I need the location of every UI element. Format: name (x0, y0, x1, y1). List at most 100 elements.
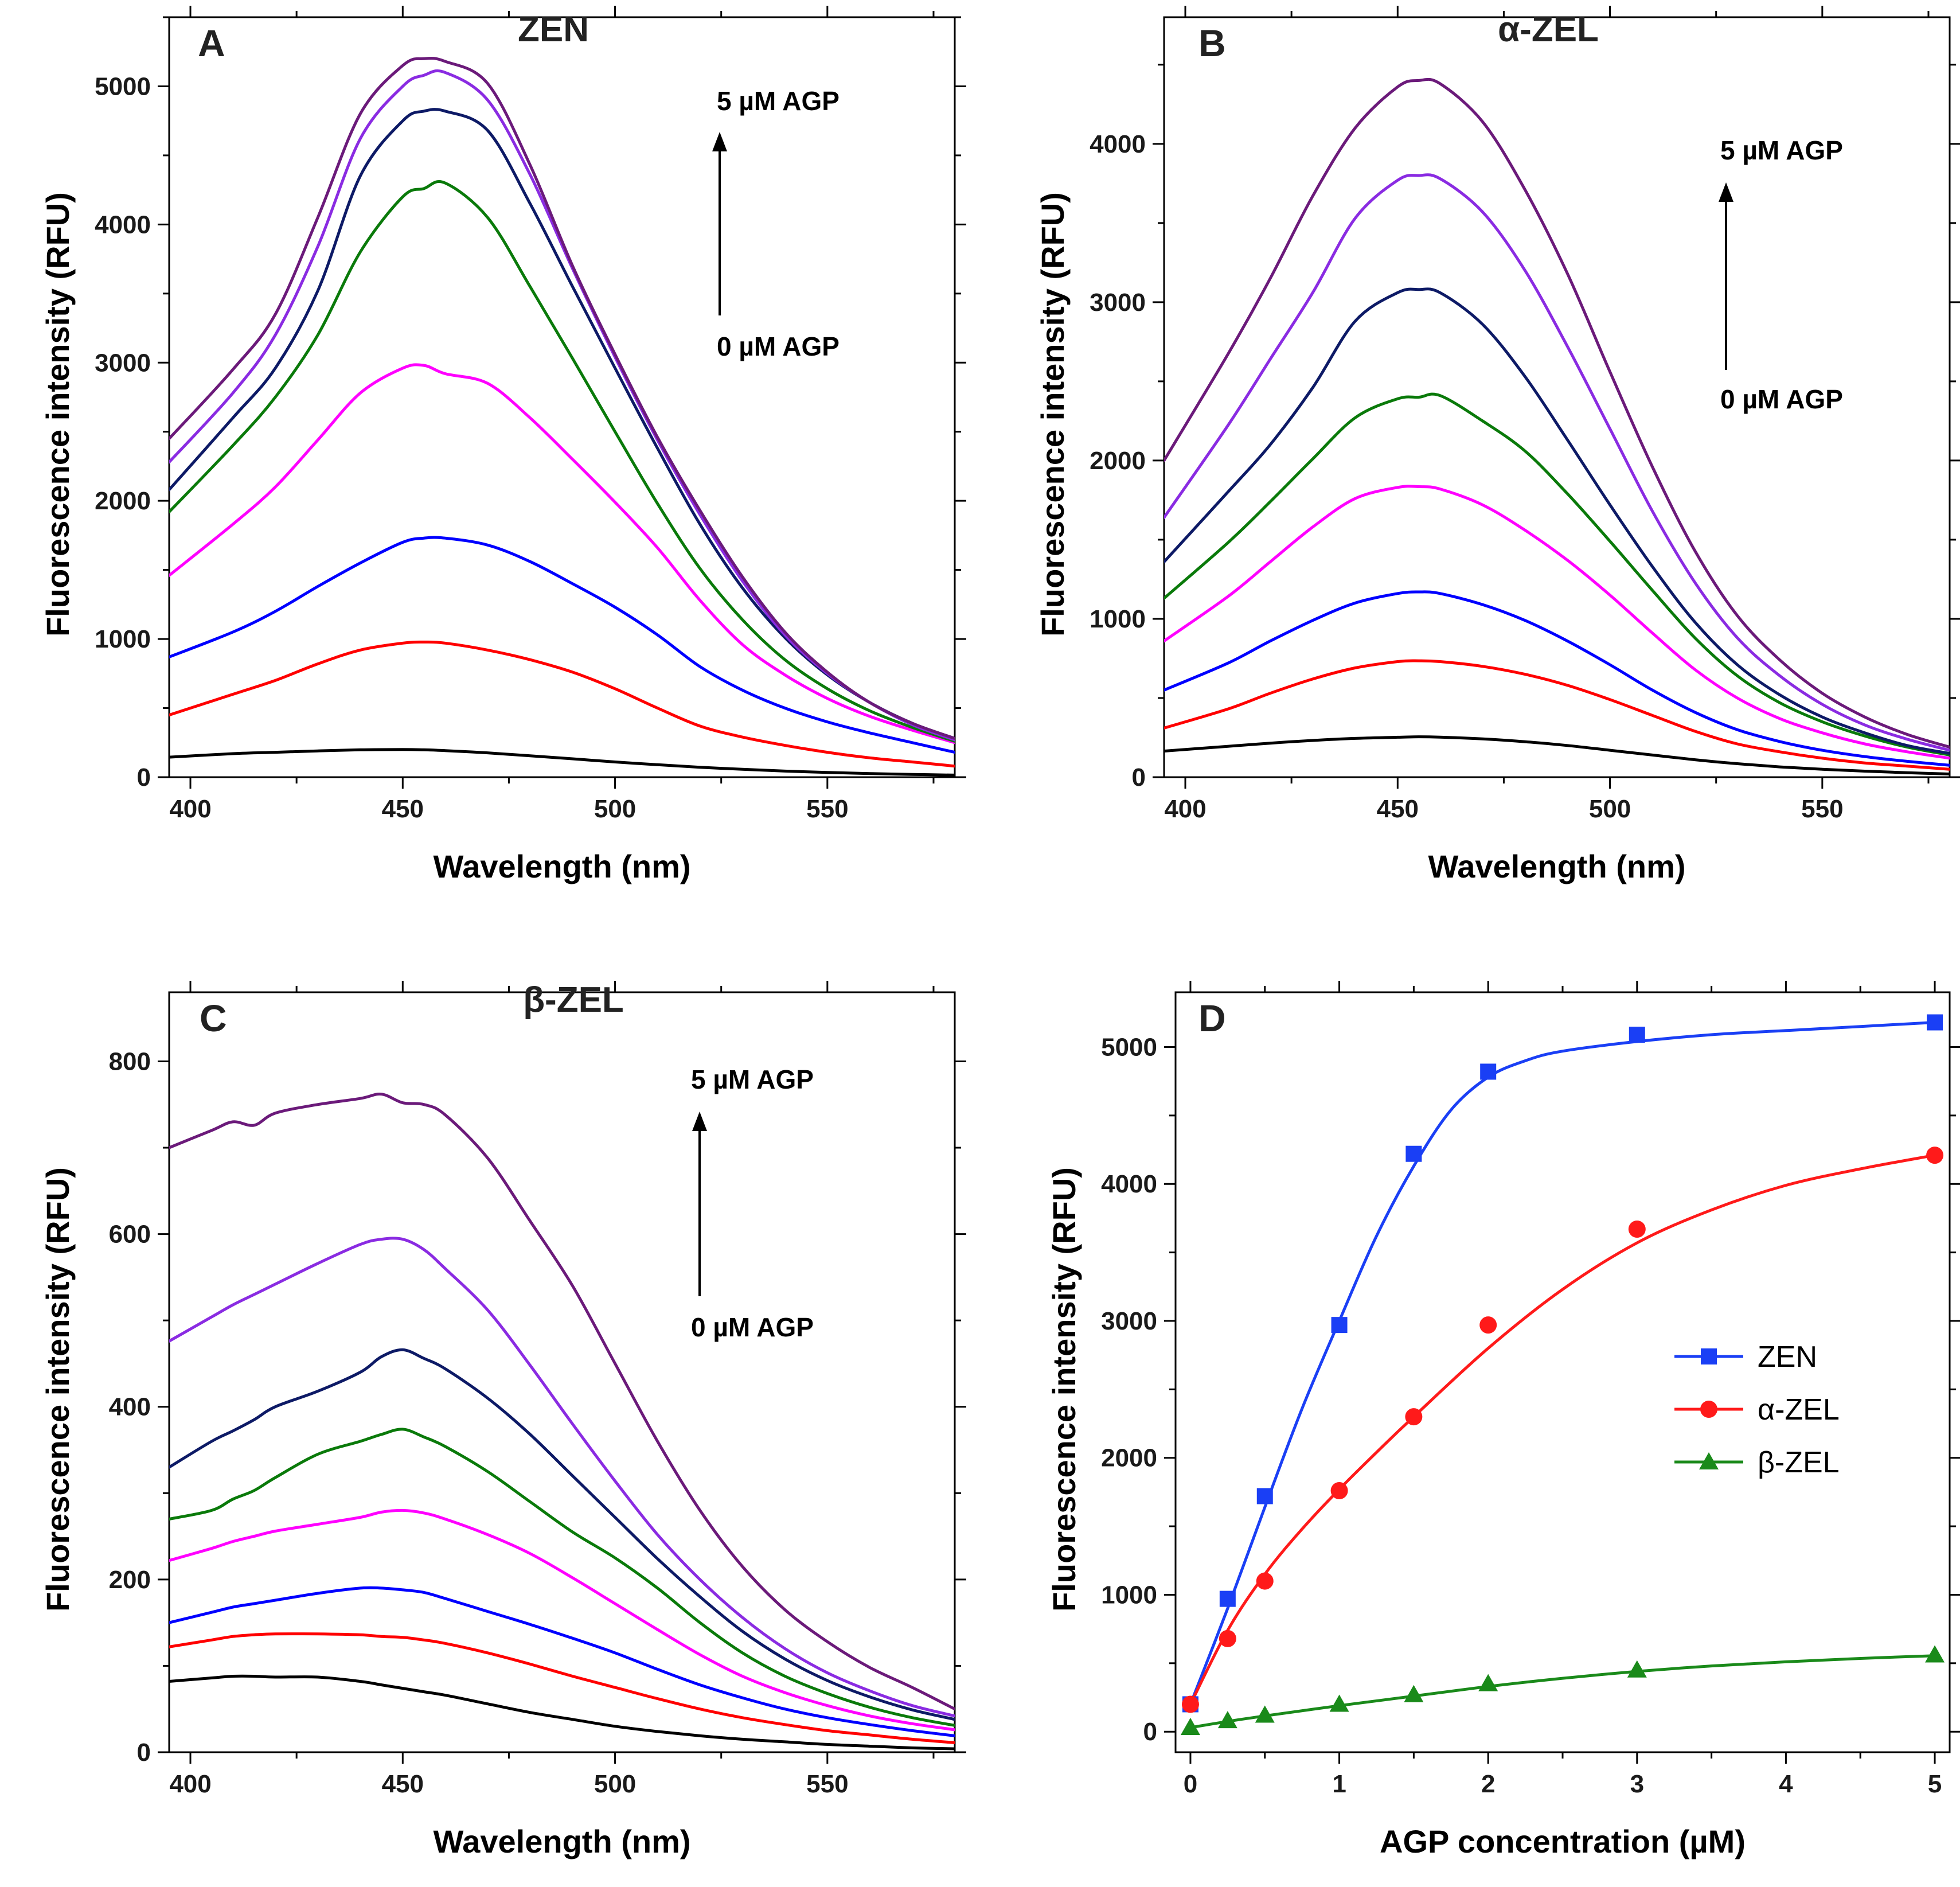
fit-line (1189, 1153, 1936, 1706)
data-point (1219, 1590, 1236, 1607)
arrow-top-label: 5 µM AGP (691, 1065, 814, 1094)
y-tick-label: 5000 (1101, 1033, 1157, 1061)
arrow-head (692, 1112, 707, 1131)
panel-letter: B (1198, 22, 1226, 64)
legend-label: α-ZEL (1758, 1393, 1840, 1426)
y-tick-label: 0 (1132, 763, 1146, 792)
series-line (169, 363, 955, 744)
legend-label: β-ZEL (1758, 1446, 1840, 1479)
series-line (1164, 392, 1950, 757)
y-tick-label: 3000 (1090, 288, 1146, 317)
legend-marker (1701, 1348, 1717, 1364)
panel-letter: C (200, 997, 227, 1039)
data-point (1927, 1014, 1943, 1031)
x-tick-label: 550 (806, 1770, 848, 1798)
panel-title: α-ZEL (1498, 10, 1599, 49)
panel-a: 400 450 500 550 0 1000 2000 3000 4000 5000 Wavelen… (40, 6, 966, 884)
x-tick-label: 550 (806, 795, 848, 823)
data-point (1479, 1316, 1497, 1334)
plot-frame (168, 991, 956, 1753)
data-point (1628, 1221, 1646, 1238)
y-tick-label: 4000 (1090, 130, 1146, 158)
panel-b: 400 450 500 550 0 1000 2000 3000 4000 Wavelength … (1034, 6, 1960, 884)
series-line (169, 56, 955, 740)
arrow-bottom-label: 0 µM AGP (1720, 384, 1843, 414)
series-line (1164, 485, 1950, 760)
data-point (1405, 1408, 1423, 1426)
data-point (1219, 1629, 1236, 1647)
data-point (1329, 1694, 1349, 1712)
y-tick-label: 1000 (1101, 1581, 1157, 1609)
x-tick-label: 1 (1332, 1770, 1346, 1798)
y-tick-label: 0 (137, 763, 151, 792)
x-axis-title: AGP concentration (µM) (1380, 1823, 1746, 1859)
data-point (1256, 1488, 1273, 1504)
x-tick-label: 500 (594, 1770, 636, 1798)
data-point (1404, 1685, 1424, 1702)
plot-area (169, 56, 955, 777)
data-point (1330, 1482, 1348, 1500)
plot-frame (168, 16, 956, 778)
x-tick-label: 400 (169, 1770, 211, 1798)
data-point (1256, 1572, 1274, 1590)
data-point (1331, 1317, 1348, 1334)
series-line (169, 1093, 955, 1711)
x-tick-label: 400 (1164, 795, 1206, 823)
series-line (169, 1508, 955, 1732)
series-line (169, 180, 955, 743)
panel-title: ZEN (518, 10, 589, 49)
x-tick-label: 4 (1779, 1770, 1793, 1798)
x-tick-label: 400 (169, 795, 211, 823)
data-point (1255, 1705, 1275, 1723)
x-axis-title: Wavelength (nm) (433, 848, 690, 884)
arrow-top-label: 5 µM AGP (1720, 135, 1843, 165)
data-point (1181, 1695, 1199, 1713)
y-tick-label: 4000 (95, 210, 151, 239)
y-tick-label: 3000 (95, 349, 151, 377)
data-point (1180, 1718, 1200, 1736)
data-point (1478, 1674, 1498, 1691)
panel-letter: D (1198, 997, 1226, 1039)
y-axis-title: Fluorescence intensity (RFU) (1034, 192, 1071, 637)
plot-frame (1163, 16, 1951, 778)
series-line (1164, 659, 1950, 771)
plot-area (1164, 77, 1950, 775)
fit-line (1189, 1654, 1936, 1729)
series-line (169, 108, 955, 740)
data-point (1926, 1147, 1944, 1164)
plot-area (169, 1093, 955, 1750)
y-tick-label: 2000 (95, 487, 151, 515)
series-line (1164, 287, 1950, 755)
x-tick-label: 0 (1184, 1770, 1197, 1798)
data-point (1627, 1660, 1647, 1678)
series-line (169, 1348, 955, 1721)
x-tick-label: 500 (594, 795, 636, 823)
x-tick-label: 2 (1481, 1770, 1495, 1798)
panel-title: β-ZEL (523, 980, 624, 1020)
x-tick-label: 450 (1377, 795, 1419, 823)
legend-marker (1699, 1452, 1719, 1469)
x-tick-label: 450 (382, 1770, 424, 1798)
x-axis-title: Wavelength (nm) (433, 1823, 690, 1859)
series-line (1164, 590, 1950, 767)
arrow-head (1719, 182, 1733, 202)
series-line (1164, 173, 1950, 752)
y-tick-label: 800 (109, 1047, 151, 1075)
series-line (169, 536, 955, 754)
x-tick-label: 5 (1928, 1770, 1942, 1798)
series-line (1164, 77, 1950, 749)
y-axis-title: Fluorescence intensity (RFU) (1046, 1167, 1082, 1612)
x-tick-label: 3 (1630, 1770, 1644, 1798)
series-line (169, 1428, 955, 1727)
panel-letter: A (198, 22, 225, 64)
series-line (169, 1237, 955, 1718)
y-tick-label: 4000 (1101, 1170, 1157, 1198)
data-point (1925, 1645, 1945, 1663)
y-tick-label: 400 (109, 1393, 151, 1421)
arrow-bottom-label: 0 µM AGP (717, 332, 840, 361)
y-tick-label: 0 (1143, 1718, 1157, 1746)
y-tick-label: 2000 (1101, 1444, 1157, 1472)
arrow-head (712, 132, 727, 151)
y-tick-label: 3000 (1101, 1307, 1157, 1335)
